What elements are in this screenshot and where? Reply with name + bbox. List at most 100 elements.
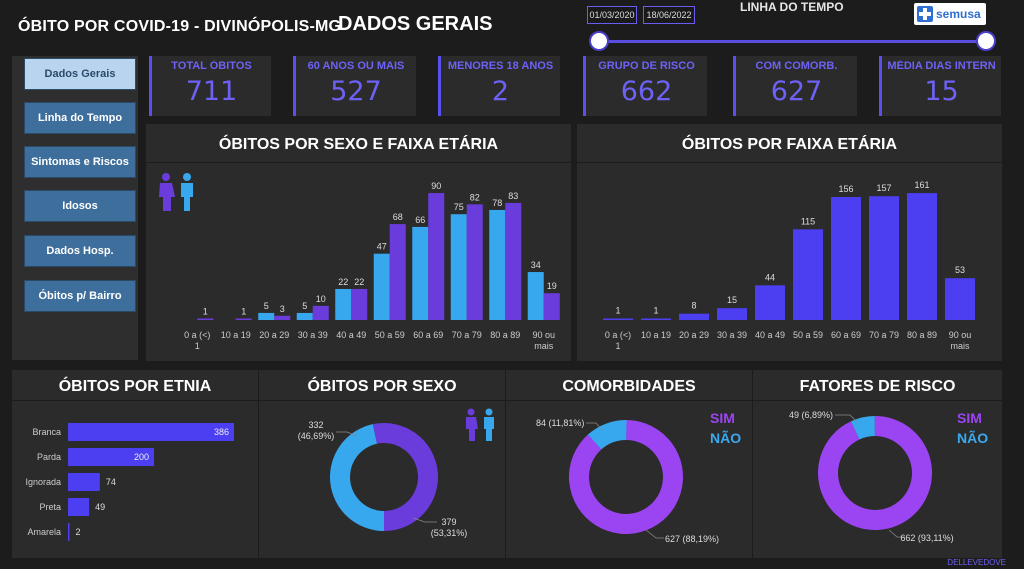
kpi-value: 527	[330, 76, 382, 107]
bar	[907, 193, 937, 320]
bar	[869, 196, 899, 320]
kpi-grupo-de-risco: GRUPO DE RISCO 662	[583, 56, 707, 116]
page-title: DADOS GERAIS	[338, 13, 493, 35]
bar	[793, 229, 823, 320]
bar	[717, 308, 747, 320]
chart-panel-comorbidades: COMORBIDADES SIM NÃO 84 (11,81%) 627 (88,…	[506, 370, 752, 558]
timeline-slider-track[interactable]	[598, 40, 986, 43]
data-label: 78	[492, 198, 502, 208]
y-tick-label: Preta	[39, 502, 61, 512]
bar	[945, 278, 975, 320]
date-start-field[interactable]: 01/03/2020	[587, 6, 637, 24]
nav-dados-gerais[interactable]: Dados Gerais	[24, 58, 136, 90]
data-label: 22	[338, 277, 348, 287]
kpi-label: TOTAL ÓBITOS	[171, 60, 252, 72]
bar	[68, 523, 70, 541]
x-tick-label: 40 a 49	[336, 330, 366, 340]
chart-etnia-svg: Branca 386 Parda 200 Ignorada 74 Preta 49 Amarel…	[25, 423, 234, 541]
x-tick-label: 1	[615, 341, 620, 351]
timeline-slider-end-handle[interactable]	[976, 31, 996, 51]
x-tick-label: 60 a 69	[413, 330, 443, 340]
donut-slice	[330, 424, 384, 531]
chart-title: FATORES DE RISCO	[799, 378, 956, 395]
leader-line	[888, 529, 905, 538]
x-tick-label: 10 a 19	[641, 330, 671, 340]
male-female-icon	[159, 173, 193, 211]
chart-title: ÓBITOS POR SEXO E FAIXA ETÁRIA	[218, 136, 499, 153]
data-label: 82	[470, 192, 480, 202]
chart-panel-etnia: ÓBITOS POR ETNIA Branca 386 Parda 200 Ignora…	[12, 370, 258, 558]
x-tick-label: 90 ou	[949, 330, 972, 340]
data-label: 662 (93,11%)	[900, 533, 953, 543]
donut-slice	[818, 416, 932, 530]
bar	[197, 318, 214, 320]
male-female-icon	[466, 408, 494, 441]
timeline-slider-start-handle[interactable]	[589, 31, 609, 51]
donut-slice	[569, 420, 683, 534]
bar	[389, 224, 406, 320]
data-label: 34	[531, 260, 541, 270]
legend-sim: SIM	[957, 410, 982, 426]
data-label: 115	[801, 216, 815, 226]
y-tick-label: Parda	[37, 452, 61, 462]
bar	[373, 253, 390, 320]
bar	[274, 315, 291, 320]
bar	[831, 197, 861, 320]
nav-sintomas-e-riscos[interactable]: Sintomas e Riscos	[24, 146, 136, 178]
bar	[296, 312, 313, 320]
legend-nao: NÃO	[710, 430, 742, 446]
bar	[68, 448, 155, 466]
data-label: (53,31%)	[431, 528, 468, 538]
leader-line	[336, 431, 358, 437]
data-label: 90	[431, 181, 441, 191]
chart-panel-sexo: ÓBITOS POR SEXO 332 (46,69%) 379 (53,31%)	[259, 370, 505, 558]
nav-linha-do-tempo[interactable]: Linha do Tempo	[24, 102, 136, 134]
data-label: 75	[454, 202, 464, 212]
data-label: 2	[76, 527, 81, 537]
data-label: 83	[508, 191, 518, 201]
date-end-field[interactable]: 18/06/2022	[643, 6, 695, 24]
kpi-value: 2	[491, 76, 510, 107]
data-label: 8	[691, 301, 696, 311]
kpi-value: 711	[185, 76, 238, 107]
data-label: 5	[264, 301, 269, 311]
x-tick-label: 70 a 79	[869, 330, 899, 340]
legend-nao: NÃO	[957, 430, 989, 446]
data-label: 74	[106, 477, 116, 487]
kpi-value: 662	[620, 76, 673, 107]
data-label: 157	[876, 183, 891, 193]
bar	[466, 204, 483, 320]
data-label: 15	[727, 295, 737, 305]
x-tick-label: 10 a 19	[221, 330, 251, 340]
nav-obitos-por-bairro[interactable]: Óbitos p/ Bairro	[24, 280, 136, 312]
x-tick-label: 40 a 49	[755, 330, 785, 340]
data-label: 68	[393, 212, 403, 222]
chart-title: COMORBIDADES	[562, 378, 696, 395]
data-label: 1	[653, 306, 658, 316]
bar	[543, 293, 560, 320]
x-tick-label: 70 a 79	[452, 330, 482, 340]
data-label: 49 (6,89%)	[789, 410, 833, 420]
donut-slice	[587, 420, 627, 450]
bar	[489, 209, 506, 320]
data-label: 627 (88,19%)	[665, 534, 719, 544]
dashboard-title: ÓBITO POR COVID-19 - DIVINÓPOLIS-MG	[18, 18, 342, 35]
nav-idosos[interactable]: Idosos	[24, 190, 136, 222]
x-tick-label: 80 a 89	[490, 330, 520, 340]
chart-title: ÓBITOS POR ETNIA	[58, 378, 212, 395]
leader-line	[412, 517, 437, 523]
kpi-menores-18-anos: MENORES 18 ANOS 2	[438, 56, 560, 116]
data-label: 386	[214, 427, 229, 437]
author-credit: DELLEVEDOVE	[947, 558, 1006, 567]
x-tick-label: 90 ou	[532, 330, 555, 340]
bar	[312, 305, 329, 320]
chart-title: ÓBITOS POR SEXO	[307, 378, 457, 395]
data-label: 66	[415, 215, 425, 225]
data-label: 379	[441, 517, 456, 527]
bar	[235, 318, 252, 320]
nav-dados-hosp[interactable]: Dados Hosp.	[24, 235, 136, 267]
x-tick-label: 50 a 59	[375, 330, 405, 340]
